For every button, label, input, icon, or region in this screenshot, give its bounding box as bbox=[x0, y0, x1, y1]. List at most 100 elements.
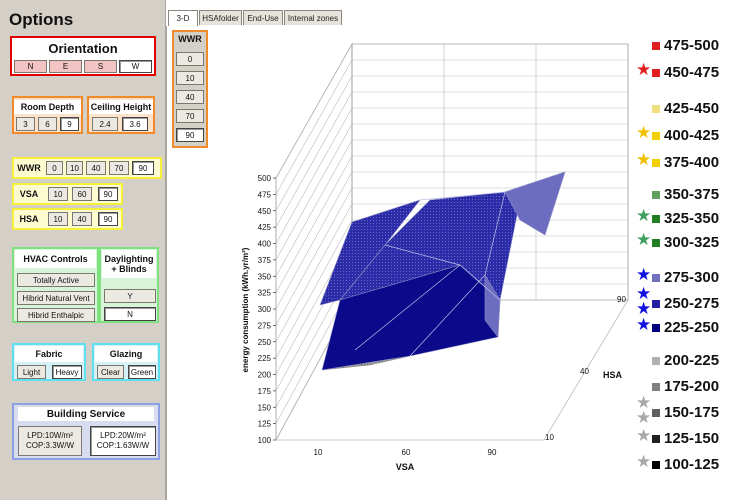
fabric-heavy-button[interactable]: Heavy bbox=[52, 365, 82, 379]
vsa-10-button[interactable]: 10 bbox=[48, 187, 68, 201]
hsa-90-button[interactable]: 90 bbox=[98, 212, 118, 226]
legend-label: 175-200 bbox=[664, 378, 720, 395]
daylighting-no-button[interactable]: N bbox=[104, 307, 156, 321]
legend-swatch bbox=[652, 383, 660, 391]
wwr-70-button[interactable]: 70 bbox=[109, 161, 129, 175]
tab-internal-zones[interactable]: Internal zones bbox=[284, 10, 342, 25]
lpd-20-label: LPD:20W/m² bbox=[100, 431, 146, 440]
legend-label: 100-125 bbox=[664, 456, 720, 473]
ceiling-2-4-button[interactable]: 2.4 bbox=[92, 117, 118, 131]
legend-swatch bbox=[652, 461, 660, 469]
legend-swatch bbox=[652, 69, 660, 77]
tab-hsafolder[interactable]: HSAfolder bbox=[199, 10, 242, 25]
orientation-w-button[interactable]: W bbox=[119, 60, 152, 73]
fabric-group: Fabric Light Heavy bbox=[12, 343, 86, 381]
wwr-0-button[interactable]: 0 bbox=[46, 161, 63, 175]
legend-label: 300-325 bbox=[664, 234, 720, 251]
hsa-40-button[interactable]: 40 bbox=[72, 212, 92, 226]
glazing-group: Glazing Clear Green bbox=[92, 343, 160, 381]
wwr-side-0-button[interactable]: 0 bbox=[176, 52, 204, 66]
hvac-hibrid-natural-vent-button[interactable]: Hibrid Natural Vent bbox=[17, 291, 95, 305]
legend-swatch bbox=[652, 239, 660, 247]
legend-label: 125-150 bbox=[664, 430, 720, 447]
legend-swatch bbox=[652, 215, 660, 223]
vsa-label: VSA bbox=[19, 189, 39, 199]
daylighting-group: Daylighting + Blinds Y N bbox=[99, 247, 159, 323]
star-icon: ★ bbox=[636, 426, 652, 446]
orientation-s-button[interactable]: S bbox=[84, 60, 117, 73]
building-service-option-2-button[interactable]: LPD:20W/m² COP:1.63W/W bbox=[90, 426, 156, 456]
lpd-10-label: LPD:10W/m² bbox=[27, 431, 73, 440]
building-service-group: Building Service LPD:10W/m² COP:3.3W/W L… bbox=[12, 403, 160, 460]
glazing-clear-button[interactable]: Clear bbox=[97, 365, 124, 379]
legend-swatch bbox=[652, 42, 660, 50]
wwr-group: WWR 0 10 40 70 90 bbox=[12, 157, 162, 179]
star-icon: ★ bbox=[636, 393, 652, 413]
legend-item: ★ 450-475 bbox=[636, 60, 732, 83]
tab-end-use[interactable]: End-Use bbox=[243, 10, 283, 25]
options-panel: Options Orientation N E S W Room Depth 3… bbox=[0, 0, 166, 500]
legend-label: 150-175 bbox=[664, 404, 720, 421]
star-icon: ★ bbox=[636, 206, 652, 226]
legend-label: 400-425 bbox=[664, 127, 720, 144]
vsa-group: VSA 10 60 90 bbox=[12, 183, 123, 205]
legend-item: ★ ★ 150-175 bbox=[636, 393, 732, 428]
orientation-group: Orientation N E S W bbox=[10, 36, 156, 76]
legend-label: 350-375 bbox=[664, 186, 720, 203]
star-icon: ★ bbox=[636, 284, 652, 304]
orientation-e-button[interactable]: E bbox=[49, 60, 82, 73]
building-service-title: Building Service bbox=[18, 407, 154, 421]
wwr-90-button[interactable]: 90 bbox=[132, 161, 154, 175]
building-service-option-1-button[interactable]: LPD:10W/m² COP:3.3W/W bbox=[18, 426, 82, 456]
legend-label: 425-450 bbox=[664, 100, 720, 117]
wwr-label: WWR bbox=[17, 163, 41, 173]
star-icon: ★ bbox=[636, 265, 652, 285]
tab-bar: 3-D HSAfolder End-Use Internal zones bbox=[166, 10, 732, 26]
star-icon: ★ bbox=[636, 230, 652, 250]
hvac-title: HVAC Controls bbox=[15, 250, 96, 268]
vsa-60-button[interactable]: 60 bbox=[72, 187, 92, 201]
legend-swatch bbox=[652, 435, 660, 443]
legend-item: 175-200 bbox=[636, 377, 732, 397]
wwr-side-40-button[interactable]: 40 bbox=[176, 90, 204, 104]
legend-label: 250-275 bbox=[664, 295, 720, 312]
wwr-10-button[interactable]: 10 bbox=[66, 161, 83, 175]
vsa-90-button[interactable]: 90 bbox=[98, 187, 118, 201]
room-depth-9-button[interactable]: 9 bbox=[60, 117, 79, 131]
hsa-10-button[interactable]: 10 bbox=[48, 212, 68, 226]
wwr-40-button[interactable]: 40 bbox=[86, 161, 106, 175]
wwr-side-70-button[interactable]: 70 bbox=[176, 109, 204, 123]
ceiling-height-group: Ceiling Height 2.4 3.6 bbox=[87, 96, 155, 134]
ceiling-height-title: Ceiling Height bbox=[89, 100, 153, 114]
ceiling-3-6-button[interactable]: 3.6 bbox=[122, 117, 148, 131]
star-icon: ★ bbox=[636, 408, 652, 428]
fabric-light-button[interactable]: Light bbox=[17, 365, 46, 379]
orientation-n-button[interactable]: N bbox=[14, 60, 47, 73]
star-icon: ★ bbox=[636, 299, 652, 319]
legend-item: ★ 400-425 bbox=[636, 123, 732, 146]
star-icon: ★ bbox=[636, 60, 652, 80]
daylighting-yes-button[interactable]: Y bbox=[104, 289, 156, 303]
wwr-side-90-button[interactable]: 90 bbox=[176, 128, 204, 142]
glazing-green-button[interactable]: Green bbox=[128, 365, 156, 379]
legend-swatch bbox=[652, 357, 660, 365]
legend-item: 475-500 bbox=[636, 36, 732, 56]
legend-item: ★ ★ 250-275 bbox=[636, 284, 732, 319]
room-depth-3-button[interactable]: 3 bbox=[16, 117, 35, 131]
room-depth-6-button[interactable]: 6 bbox=[38, 117, 57, 131]
legend-swatch bbox=[652, 274, 660, 282]
legend-label: 225-250 bbox=[664, 319, 720, 336]
legend-label: 475-500 bbox=[664, 37, 720, 54]
cop-3-3-label: COP:3.3W/W bbox=[25, 441, 74, 450]
wwr-side-10-button[interactable]: 10 bbox=[176, 71, 204, 85]
options-title: Options bbox=[9, 10, 74, 29]
tab-3d[interactable]: 3-D bbox=[168, 10, 198, 26]
star-icon: ★ bbox=[636, 315, 652, 335]
hvac-totally-active-button[interactable]: Totally Active bbox=[17, 273, 95, 287]
wwr-side-panel: WWR 0 10 40 70 90 bbox=[172, 30, 208, 148]
legend-swatch bbox=[652, 132, 660, 140]
legend-label: 450-475 bbox=[664, 64, 720, 81]
legend-swatch bbox=[652, 105, 660, 113]
legend: 475-500 ★ 450-475 425-450 ★ 400-425 ★ 375-400 35… bbox=[636, 36, 732, 476]
hvac-hibrid-enthalpic-button[interactable]: Hibrid Enthalpic bbox=[17, 308, 95, 322]
